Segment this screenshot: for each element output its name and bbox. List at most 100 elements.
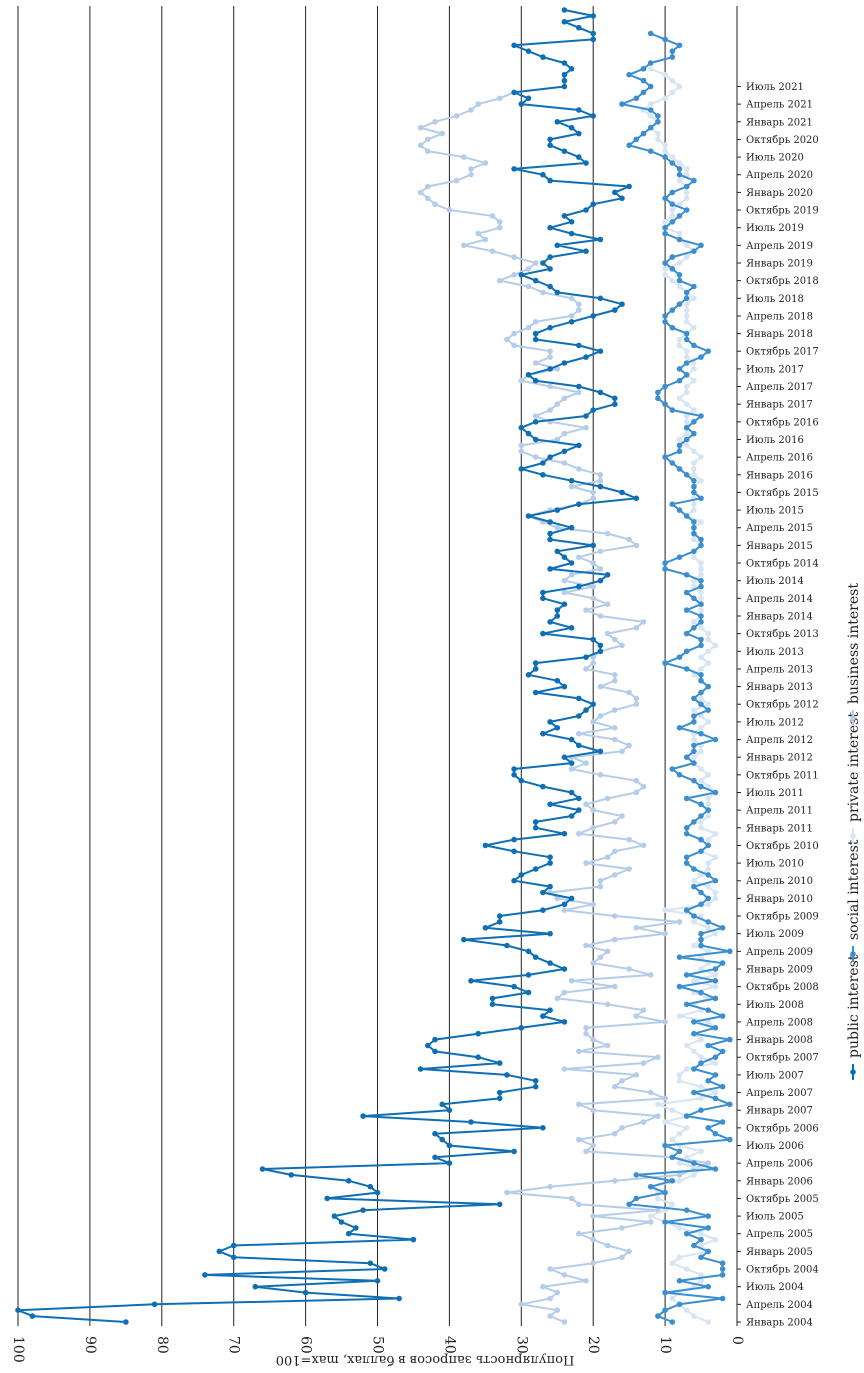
data-point <box>691 713 697 719</box>
data-point <box>554 995 561 1002</box>
data-point <box>676 230 683 237</box>
data-point <box>683 430 690 437</box>
data-point <box>662 1307 668 1313</box>
data-point <box>662 219 668 225</box>
value-tick-label: 70 <box>226 1336 242 1354</box>
data-point <box>576 583 582 590</box>
data-point <box>432 119 438 125</box>
data-point <box>691 877 697 884</box>
data-point <box>712 1054 719 1060</box>
data-point <box>640 130 647 137</box>
data-point <box>590 542 596 549</box>
data-point <box>669 1136 676 1143</box>
data-point <box>518 377 525 384</box>
data-point <box>705 772 711 778</box>
data-point <box>626 142 632 149</box>
data-point <box>698 901 704 908</box>
data-point <box>676 42 683 49</box>
data-point <box>712 642 719 649</box>
data-point <box>511 848 517 855</box>
data-point <box>525 95 532 102</box>
data-point <box>683 389 690 396</box>
data-point <box>662 560 668 566</box>
data-point <box>626 836 632 843</box>
gridlines <box>17 6 666 1326</box>
data-point <box>691 530 697 537</box>
data-point <box>547 283 553 290</box>
data-point <box>583 607 589 613</box>
data-point <box>691 866 697 872</box>
value-tick-label: 100 <box>10 1336 26 1363</box>
data-point <box>669 160 676 166</box>
data-point <box>705 1319 711 1325</box>
data-point <box>712 930 719 937</box>
data-point <box>705 1019 711 1025</box>
data-point <box>683 589 690 596</box>
data-point <box>511 272 517 278</box>
data-point <box>698 601 704 607</box>
data-point <box>705 813 711 819</box>
data-point <box>547 536 553 543</box>
data-point <box>698 625 704 631</box>
data-point <box>683 1154 690 1161</box>
data-point <box>705 660 711 666</box>
legend-label: private interest <box>846 712 862 822</box>
data-point <box>655 389 661 396</box>
data-point <box>662 154 668 160</box>
data-point <box>532 666 539 672</box>
data-point <box>504 1072 510 1078</box>
data-point <box>367 1260 374 1266</box>
data-point <box>698 725 704 731</box>
date-tick-label: Июль 2005 <box>746 1212 804 1223</box>
data-point <box>583 801 589 808</box>
data-point <box>683 195 690 202</box>
data-point <box>504 336 510 343</box>
data-point <box>561 554 568 560</box>
data-point <box>532 954 539 960</box>
data-point <box>590 1213 596 1219</box>
data-point <box>626 966 632 972</box>
data-point <box>662 148 668 154</box>
date-tick-label: Октябрь 2013 <box>746 629 819 640</box>
data-point <box>439 130 446 137</box>
date-tick-label: Апрель 2014 <box>746 594 813 605</box>
data-point <box>669 207 676 213</box>
value-tick-label: 0 <box>729 1336 745 1345</box>
data-point <box>669 407 676 413</box>
data-point <box>683 383 690 390</box>
data-point <box>453 177 460 184</box>
data-point <box>576 695 582 702</box>
data-point <box>727 1136 733 1143</box>
data-point <box>425 1042 431 1049</box>
data-point <box>633 95 640 102</box>
data-point <box>683 372 690 378</box>
data-point <box>576 24 582 31</box>
data-point <box>712 1166 719 1172</box>
data-point <box>705 1213 711 1219</box>
data-point <box>705 1160 711 1166</box>
data-point <box>590 1260 596 1266</box>
data-point <box>525 283 532 290</box>
data-point <box>712 830 719 837</box>
data-point <box>619 813 625 819</box>
data-point <box>561 907 568 913</box>
data-point <box>676 1225 683 1231</box>
data-point <box>561 83 568 90</box>
data-point <box>662 930 668 937</box>
data-point <box>576 154 582 160</box>
data-point <box>540 889 546 896</box>
date-tick-label: Январь 2004 <box>746 1318 813 1329</box>
data-point <box>633 695 640 702</box>
data-point <box>698 730 704 737</box>
data-point <box>669 324 676 331</box>
data-point <box>496 224 503 231</box>
series-line <box>17 9 638 1323</box>
data-point <box>705 872 711 878</box>
data-point <box>705 883 711 890</box>
data-point <box>568 295 575 302</box>
data-point <box>597 477 604 484</box>
data-point <box>705 630 711 637</box>
data-point <box>727 948 733 955</box>
data-point <box>597 772 604 778</box>
data-point <box>374 1278 381 1284</box>
